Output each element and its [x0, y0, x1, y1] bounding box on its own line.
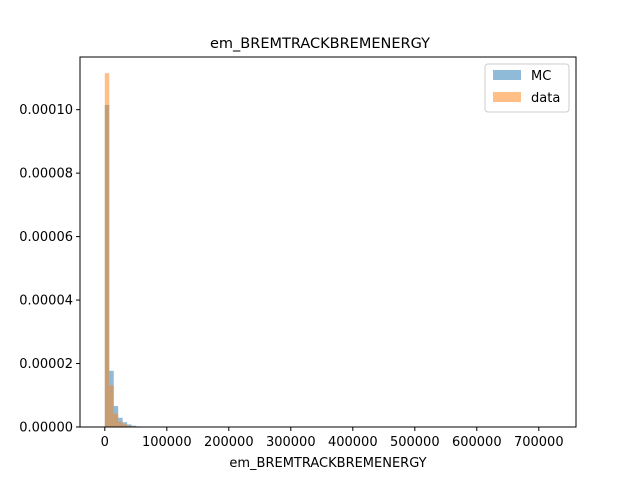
- x-tick-label: 600000: [452, 435, 502, 450]
- y-tick-label: 0.00006: [19, 230, 73, 245]
- y-tick-label: 0.00000: [19, 421, 73, 436]
- bar-data-3: [118, 421, 123, 427]
- histogram-bars: [104, 73, 150, 427]
- x-axis-label: em_BREMTRACKBREMENERGY: [229, 456, 426, 471]
- x-tick-label: 400000: [328, 435, 378, 450]
- bar-data-1: [109, 385, 114, 427]
- bar-data-0: [104, 73, 110, 427]
- x-tick-label: 0: [101, 435, 109, 450]
- x-tick-label: 300000: [266, 435, 316, 450]
- legend-swatch-data: [493, 92, 521, 102]
- y-tick-label: 0.00008: [19, 167, 73, 182]
- y-tick-label: 0.00004: [19, 294, 73, 309]
- x-tick-label: 700000: [514, 435, 564, 450]
- legend-label-data: data: [531, 91, 560, 106]
- bar-data-5: [127, 425, 132, 427]
- x-tick-label: 500000: [390, 435, 440, 450]
- x-tick-label: 100000: [142, 435, 192, 450]
- chart-title: em_BREMTRACKBREMENERGY: [210, 36, 430, 52]
- y-tick-label: 0.00010: [19, 103, 73, 118]
- x-axis-ticks: 0 100000 200000 300000 400000 500000 600000 700…: [101, 427, 564, 450]
- x-tick-label: 200000: [204, 435, 254, 450]
- plot-frame: [79, 56, 577, 428]
- y-tick-label: 0.00002: [19, 357, 73, 372]
- bar-data-4: [122, 424, 128, 427]
- bar-data-2: [113, 413, 119, 427]
- legend: MC data: [484, 63, 570, 113]
- legend-swatch-mc: [493, 70, 521, 80]
- legend-label-mc: MC: [531, 69, 551, 84]
- y-axis-ticks: 0.00000 0.00002 0.00004 0.00006 0.00008 0.000…: [19, 103, 80, 436]
